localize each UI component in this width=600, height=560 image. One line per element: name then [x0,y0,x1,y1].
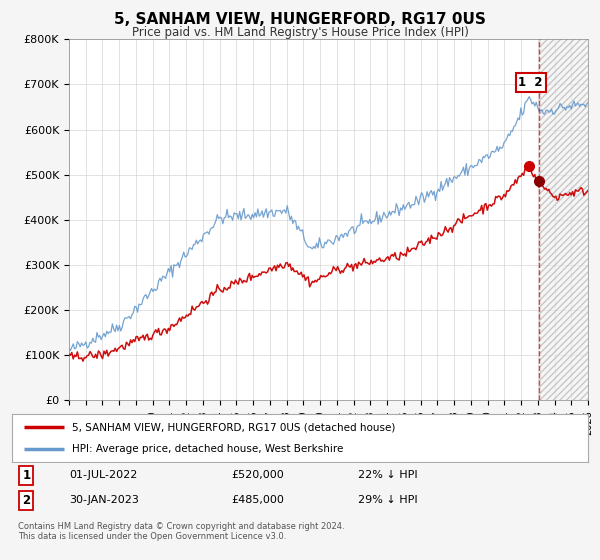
Bar [539,39,588,400]
Text: 1: 1 [22,469,31,482]
Text: 5, SANHAM VIEW, HUNGERFORD, RG17 0US (detached house): 5, SANHAM VIEW, HUNGERFORD, RG17 0US (de… [73,422,396,432]
Text: 2: 2 [22,493,31,507]
Text: 29% ↓ HPI: 29% ↓ HPI [358,495,417,505]
Text: 5, SANHAM VIEW, HUNGERFORD, RG17 0US: 5, SANHAM VIEW, HUNGERFORD, RG17 0US [114,12,486,27]
Text: 30-JAN-2023: 30-JAN-2023 [70,495,139,505]
Text: Contains HM Land Registry data © Crown copyright and database right 2024.: Contains HM Land Registry data © Crown c… [18,522,344,531]
Text: 01-JUL-2022: 01-JUL-2022 [70,470,138,480]
Text: This data is licensed under the Open Government Licence v3.0.: This data is licensed under the Open Gov… [18,532,286,541]
Text: £520,000: £520,000 [231,470,284,480]
Text: Price paid vs. HM Land Registry's House Price Index (HPI): Price paid vs. HM Land Registry's House … [131,26,469,39]
Text: £485,000: £485,000 [231,495,284,505]
Text: 22% ↓ HPI: 22% ↓ HPI [358,470,417,480]
Text: HPI: Average price, detached house, West Berkshire: HPI: Average price, detached house, West… [73,444,344,454]
Text: 1  2: 1 2 [518,76,543,89]
